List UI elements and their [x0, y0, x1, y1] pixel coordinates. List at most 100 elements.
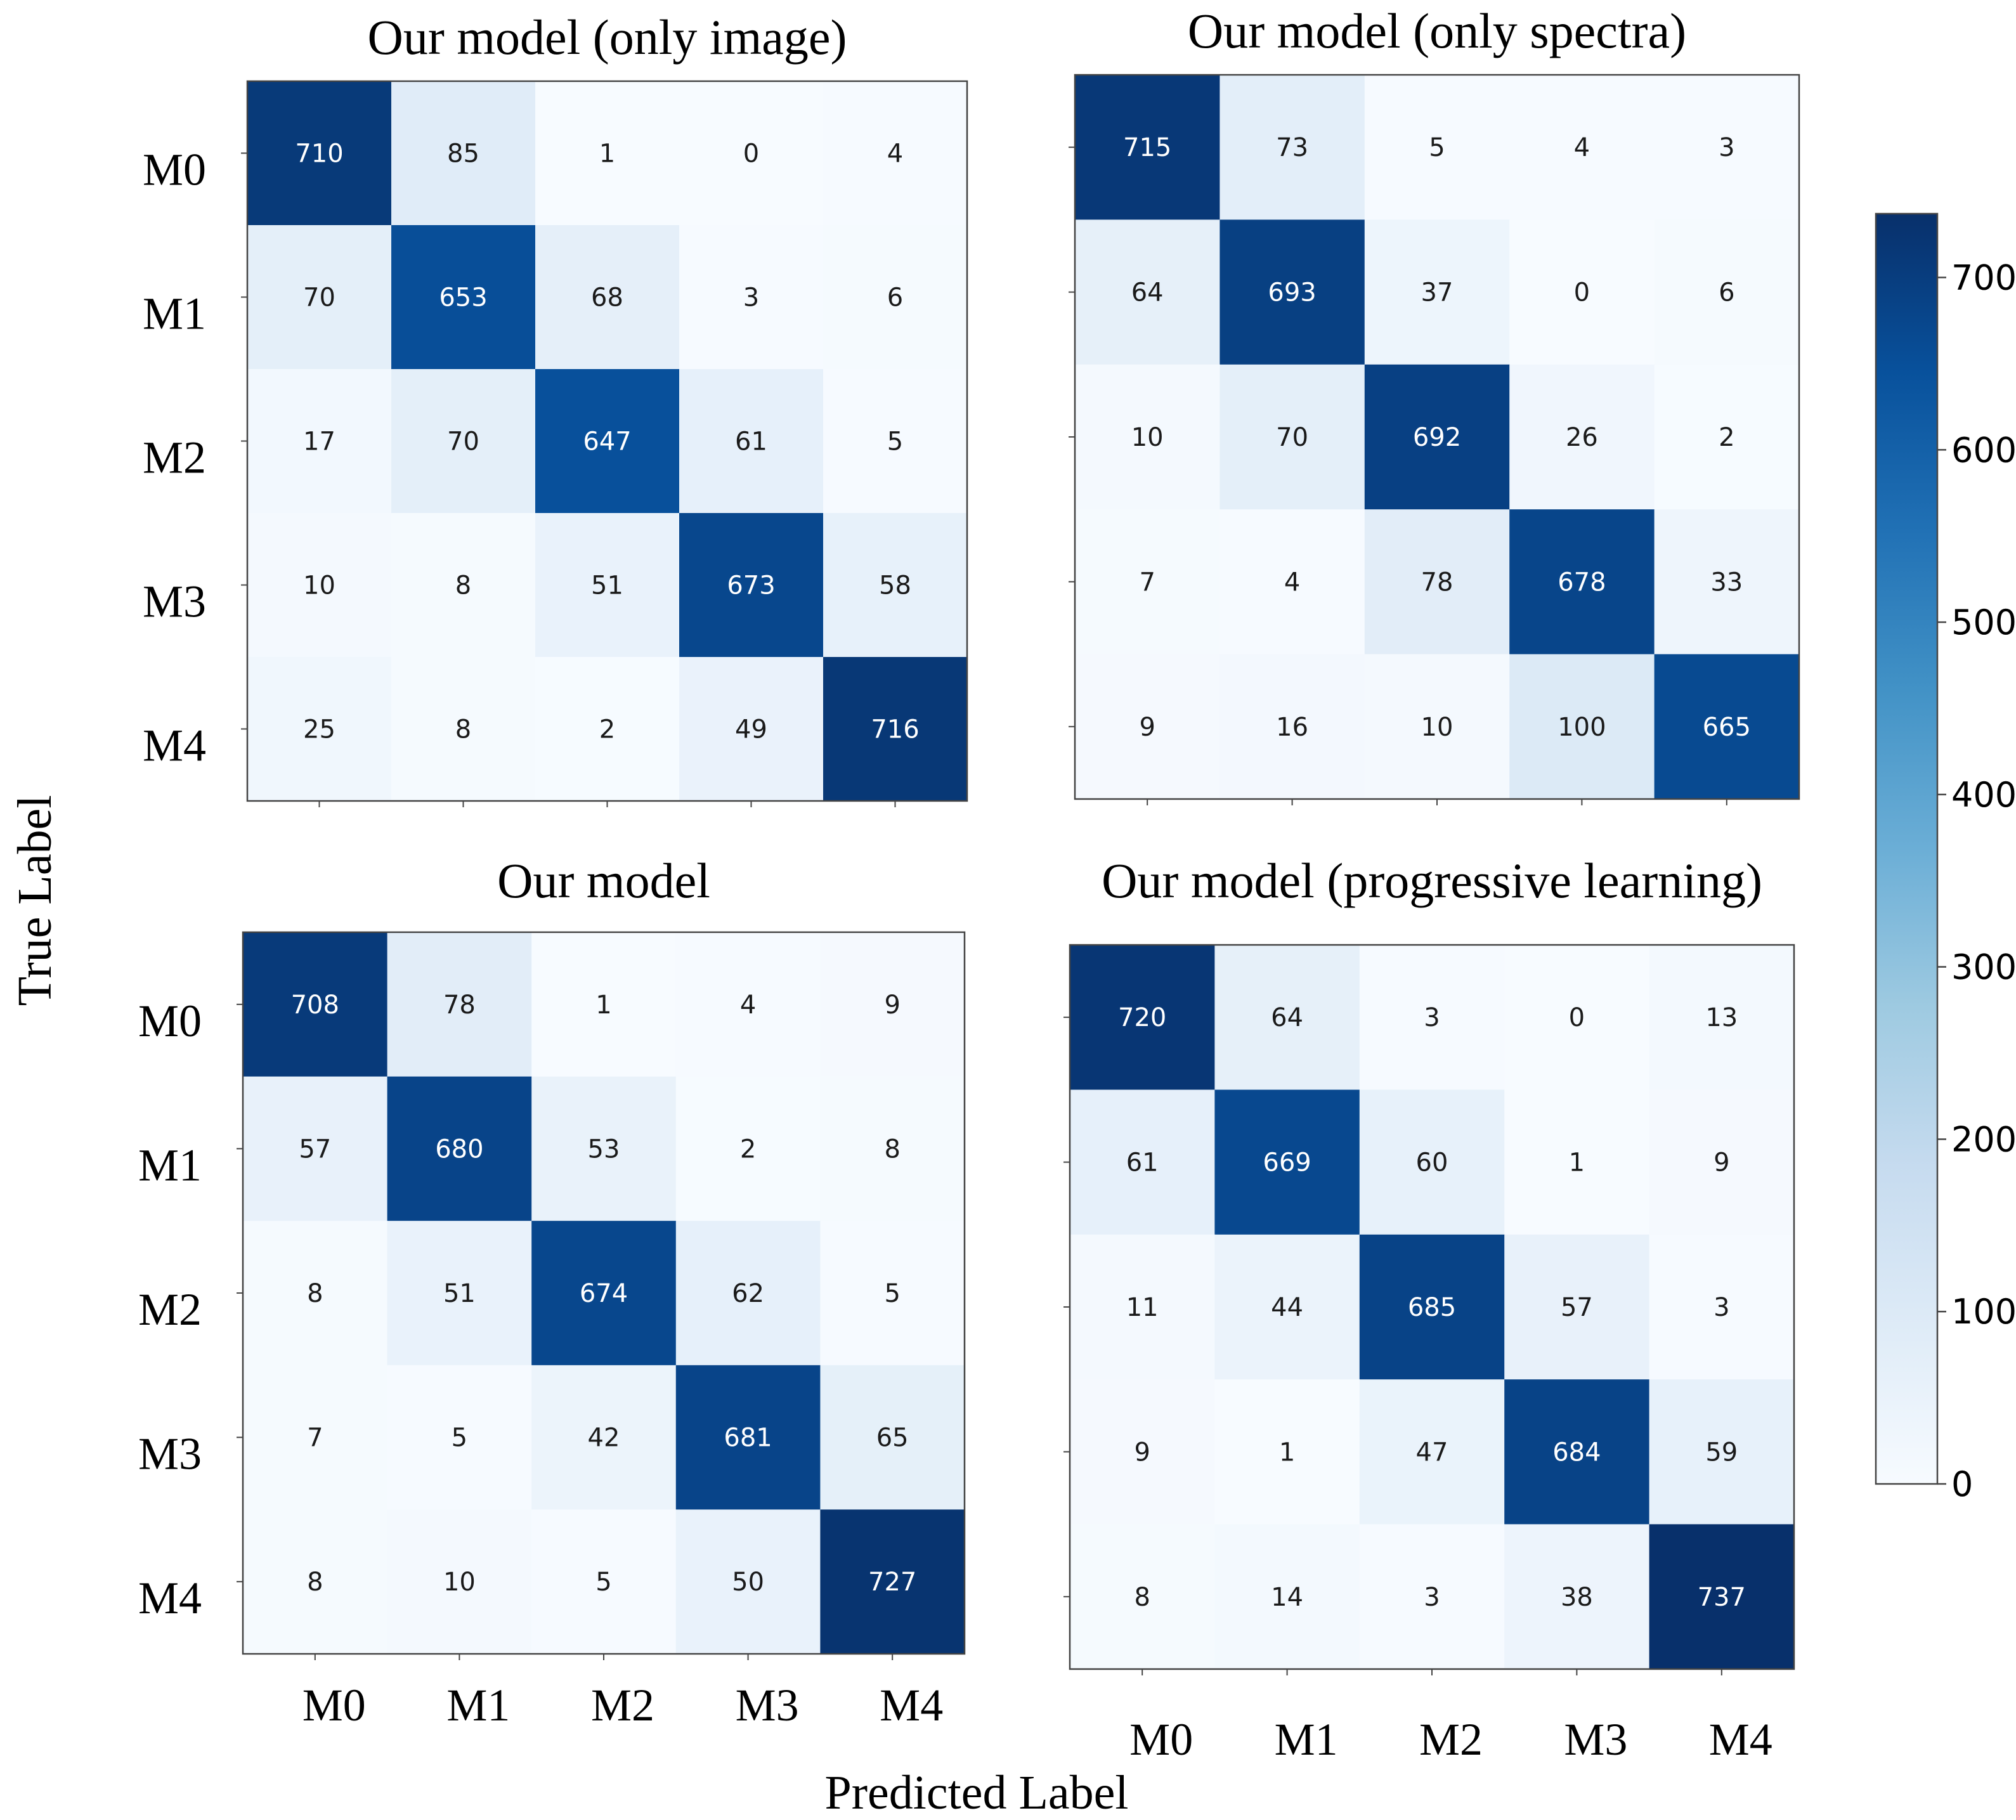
matrix-cell — [247, 657, 392, 802]
cell-value-label: 10 — [303, 571, 335, 601]
matrix-cell — [1364, 364, 1510, 510]
cell-value-label: 0 — [1574, 278, 1590, 308]
cell-value-label: 10 — [443, 1568, 476, 1597]
cell-value-label: 4 — [740, 991, 756, 1020]
matrix-cell — [1654, 219, 1800, 365]
matrix-cell — [535, 657, 680, 802]
cell-value-label: 9 — [1134, 1438, 1150, 1467]
matrix-cell — [1219, 509, 1365, 655]
matrix-cell — [531, 1365, 677, 1510]
y-tick-label: M2 — [143, 432, 206, 483]
cell-value-label: 62 — [732, 1279, 764, 1308]
matrix-cell — [387, 932, 532, 1077]
matrix-cell — [820, 1509, 965, 1654]
matrix-cell — [531, 1221, 677, 1366]
cell-value-label: 4 — [1574, 133, 1590, 162]
x-axis-label: Predicted Label — [824, 1766, 1128, 1819]
matrix-cell — [1649, 1234, 1795, 1380]
matrix-cell — [1214, 1234, 1360, 1380]
cell-value-label: 13 — [1705, 1003, 1738, 1032]
cell-value-label: 37 — [1421, 278, 1453, 308]
matrix-cell — [1359, 1379, 1505, 1525]
cell-value-label: 9 — [1139, 713, 1155, 742]
matrix-cell — [1359, 945, 1505, 1090]
cell-value-label: 0 — [743, 140, 759, 169]
cell-value-label: 78 — [1421, 568, 1453, 597]
matrix-cell — [1070, 1379, 1215, 1525]
matrix-cell — [535, 513, 680, 658]
matrix-cell — [679, 81, 824, 226]
colorbar-tick-label: 500 — [1951, 602, 2016, 642]
matrix-cell — [387, 1076, 532, 1221]
matrix-cell — [820, 932, 965, 1077]
matrix-cell — [387, 1509, 532, 1654]
matrix-cell — [1070, 1089, 1215, 1235]
colorbar-tick-label: 400 — [1951, 775, 2016, 815]
cell-value-label: 57 — [1561, 1293, 1593, 1322]
cell-value-label: 3 — [1424, 1003, 1440, 1032]
cell-value-label: 1 — [595, 991, 611, 1020]
cell-value-label: 3 — [1714, 1293, 1729, 1322]
panel-title: Our model (only spectra) — [1188, 3, 1686, 58]
matrix-cell — [823, 81, 968, 226]
cell-value-label: 647 — [583, 427, 631, 457]
matrix-cell — [391, 225, 536, 370]
cell-value-label: 61 — [1126, 1148, 1159, 1178]
matrix-cell — [1504, 1234, 1650, 1380]
cell-value-label: 708 — [291, 991, 339, 1020]
matrix-cell — [243, 1076, 388, 1221]
cell-value-label: 1 — [1569, 1148, 1585, 1178]
matrix-cell — [243, 1365, 388, 1510]
cell-value-label: 4 — [887, 140, 903, 169]
cell-value-label: 680 — [435, 1134, 483, 1164]
cell-value-label: 684 — [1552, 1438, 1601, 1467]
matrix-cell — [1075, 364, 1220, 510]
y-tick-label: M1 — [143, 289, 206, 339]
matrix-cell — [535, 81, 680, 226]
cell-value-label: 26 — [1566, 423, 1598, 452]
cell-value-label: 9 — [1714, 1148, 1729, 1178]
x-tick-label: M3 — [1564, 1714, 1627, 1765]
matrix-cell — [1649, 1379, 1795, 1525]
matrix-cell — [1070, 945, 1215, 1090]
cell-value-label: 68 — [591, 283, 623, 313]
cell-value-label: 59 — [1705, 1438, 1738, 1467]
x-tick-label: M1 — [446, 1680, 510, 1731]
cell-value-label: 0 — [1569, 1003, 1585, 1032]
cell-value-label: 10 — [1131, 423, 1164, 452]
cell-value-label: 9 — [884, 991, 900, 1020]
cell-value-label: 64 — [1131, 278, 1164, 308]
cell-value-label: 693 — [1268, 278, 1316, 308]
x-tick-label: M4 — [880, 1680, 943, 1731]
cell-value-label: 2 — [599, 715, 615, 744]
colorbar-tick-label: 0 — [1951, 1464, 1973, 1504]
matrix-cell — [820, 1076, 965, 1221]
cell-value-label: 678 — [1558, 568, 1606, 597]
y-tick-label: M4 — [138, 1573, 202, 1623]
cell-value-label: 51 — [443, 1279, 476, 1308]
cell-value-label: 60 — [1416, 1148, 1448, 1178]
matrix-cell — [535, 369, 680, 514]
cell-value-label: 5 — [887, 427, 903, 457]
cell-value-label: 49 — [735, 715, 767, 744]
matrix-cell — [1509, 75, 1655, 220]
cell-value-label: 44 — [1271, 1293, 1303, 1322]
y-tick-label: M2 — [138, 1284, 202, 1335]
y-tick-label: M1 — [138, 1140, 202, 1190]
matrix-cell — [675, 1509, 821, 1654]
cell-value-label: 8 — [455, 715, 471, 744]
cell-value-label: 685 — [1408, 1293, 1456, 1322]
matrix-cell — [247, 513, 392, 658]
matrix-cell — [1075, 509, 1220, 655]
cell-value-label: 57 — [299, 1134, 331, 1164]
cell-value-label: 1 — [1279, 1438, 1295, 1467]
cell-value-label: 653 — [439, 283, 487, 313]
cell-value-label: 58 — [879, 571, 911, 601]
matrix-cell — [531, 1509, 677, 1654]
cell-value-label: 3 — [743, 283, 759, 313]
matrix-cell — [243, 1221, 388, 1366]
cell-value-label: 70 — [447, 427, 479, 457]
matrix-cell — [1359, 1089, 1505, 1235]
matrix-cell — [387, 1221, 532, 1366]
